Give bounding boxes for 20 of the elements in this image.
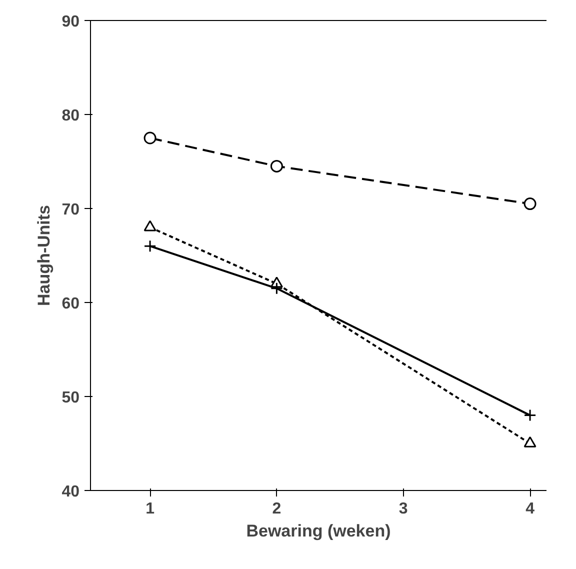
y-axis-title: Haugh-Units — [34, 204, 54, 306]
y-tick-label: 80 — [62, 108, 80, 124]
y-tick-label: 70 — [62, 202, 80, 218]
point — [144, 240, 156, 252]
point — [270, 282, 283, 295]
point — [524, 409, 536, 422]
point — [144, 132, 156, 144]
y-tick-label: 50 — [62, 390, 80, 406]
point — [144, 220, 156, 232]
y-tick-label: 90 — [62, 14, 80, 30]
y-tick-label: 60 — [62, 296, 80, 312]
y-tick-label: 40 — [62, 484, 80, 500]
x-tick-label: 3 — [398, 500, 408, 518]
x-axis-title: Bewaring (weken) — [246, 522, 391, 540]
point — [524, 198, 536, 210]
x-tick-label: 2 — [272, 500, 282, 518]
x-tick-label: 4 — [526, 500, 535, 518]
point — [270, 160, 283, 172]
point — [524, 436, 536, 448]
x-tick-label: 1 — [146, 500, 155, 518]
